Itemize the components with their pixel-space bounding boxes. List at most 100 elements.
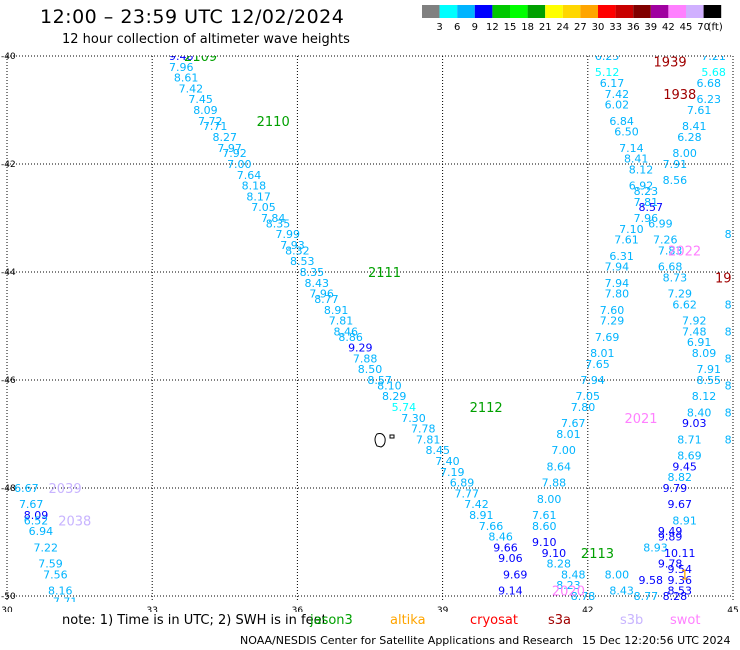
wave-height-label: 6.25 [595, 50, 620, 63]
wave-height-label: 7.94 [580, 374, 605, 387]
wave-height-label: 9.78 [658, 558, 683, 571]
wave-height-label: 7.81 [329, 315, 354, 328]
wave-height-label: 6.94 [29, 525, 54, 538]
wave-height-label: 7.21 [701, 50, 726, 63]
wave-height-label: 6.92 [629, 180, 654, 193]
wave-height-label: 8.53 [668, 585, 693, 598]
wave-height-label: 8 [725, 298, 732, 311]
wave-height-label: 6.84 [609, 115, 634, 128]
colorbar-tick-label: 15 [504, 22, 517, 33]
wave-height-label: 7.99 [275, 228, 300, 241]
colorbar-swatch [703, 5, 722, 18]
wave-height-label: 7.88 [353, 352, 378, 365]
wave-height-label: 8.45 [426, 444, 451, 457]
wave-height-label: 7.59 [38, 558, 63, 571]
wave-height-label: 8.50 [358, 363, 383, 376]
wave-height-label: 7.66 [479, 520, 504, 533]
wave-height-label: 7.67 [561, 417, 586, 430]
wave-height-label: 9.36 [668, 574, 693, 587]
wave-height-label: 7.72 [198, 115, 223, 128]
generated-timestamp: 15 Dec 12:20:56 UTC 2024 [582, 634, 731, 647]
wave-height-label: 9.67 [668, 498, 693, 511]
wave-height-label: 8.91 [324, 304, 349, 317]
track-id-label: 19 [715, 271, 732, 286]
wave-height-label: 8.10 [377, 379, 402, 392]
wave-height-label: 7.92 [222, 147, 247, 160]
wave-height-label: 6.31 [609, 250, 634, 263]
colorbar-swatch [474, 5, 493, 18]
x-tick-label: 45 [727, 606, 738, 612]
grid-lines [6, 55, 734, 600]
wave-height-label: 8.56 [663, 174, 688, 187]
wave-height-label: 9.49 [658, 525, 683, 538]
wave-height-label: 8.57 [638, 201, 663, 214]
colorbar-legend: 3 6 9 12 15 18 21 24 27 30 33 36 39 42 45 70(ft) [422, 5, 723, 33]
island-shape [374, 433, 386, 448]
x-tick-label: 42 [582, 606, 593, 612]
wave-height-label: 8.41 [682, 120, 707, 133]
wave-height-label: 5.12 [595, 66, 620, 79]
wave-height-label: 8.09 [692, 347, 717, 360]
wave-height-label: 8.28 [663, 590, 688, 603]
wave-height-label: 7.64 [237, 169, 262, 182]
wave-height-label: 6.91 [687, 336, 712, 349]
wave-height-label: 9.14 [498, 585, 523, 598]
wave-height-label: 8.16 [48, 585, 73, 598]
wave-height-label: 7.77 [455, 487, 480, 500]
colorbar-tick-label: 27 [574, 22, 587, 33]
wave-height-label: 7.92 [682, 315, 707, 328]
colorbar-swatch [650, 5, 669, 18]
wave-height-label: 10.11 [664, 547, 696, 560]
y-tick-label: -46 [1, 376, 16, 386]
track-id-label: 2020 [552, 585, 585, 600]
track-id-label: 2038 [58, 514, 91, 529]
track-id-label: 2111 [368, 266, 401, 281]
wave-height-label: 7.94 [605, 261, 630, 274]
mission-label-jason3: jason3 [310, 613, 353, 628]
wave-height-label: 7.22 [33, 541, 58, 554]
track-id-label: 2112 [470, 401, 503, 416]
colorbar-swatch [422, 5, 440, 18]
wave-height-label: 7.80 [571, 401, 596, 414]
wave-height-label: 9.10 [532, 536, 557, 549]
wave-height-label: 8.46 [334, 325, 359, 338]
x-tick-label: 36 [292, 606, 304, 612]
wave-height-label: 7.30 [401, 412, 426, 425]
wave-height-label: 8.12 [629, 163, 654, 176]
wave-height-label: 7.40 [435, 455, 460, 468]
wave-height-label: 8.27 [213, 131, 238, 144]
track-id-label: 1939 [654, 55, 687, 70]
colorbar-swatch [545, 5, 563, 18]
wave-height-label: 9.29 [348, 342, 373, 355]
track-id-label: 1 [680, 568, 688, 583]
wave-height-label: 5.68 [701, 66, 726, 79]
mission-label-cryosat: cryosat [470, 613, 518, 628]
mission-label-s3b: s3b [620, 613, 644, 628]
colorbar-tick-label: 42 [662, 22, 675, 33]
wave-height-label: 8.23 [634, 185, 659, 198]
wave-height-label: 9.58 [638, 574, 663, 587]
wave-height-label: 7.96 [634, 212, 659, 225]
wave-height-label: 8.77 [634, 590, 659, 603]
wave-height-label: 7.94 [605, 277, 630, 290]
track-id-label: 2039 [49, 482, 82, 497]
wave-height-label: 8.73 [663, 271, 688, 284]
wave-height-label: 7.56 [43, 568, 68, 581]
wave-height-label: 8.33 [668, 601, 693, 612]
colorbar-swatch [492, 5, 510, 18]
y-tick-label: -50 [1, 592, 16, 602]
colorbar-swatch [615, 5, 634, 18]
colorbar-tick-label: 70 [697, 22, 710, 33]
x-tick-label: 39 [437, 606, 449, 612]
colorbar-swatch [598, 5, 616, 18]
colorbar-swatch [457, 5, 475, 18]
wave-height-map: 30 33 36 39 42 45-50-48-46-44-42-40 9.487.968… [1, 50, 739, 612]
wave-height-label: 7.29 [600, 315, 625, 328]
wave-height-label: 8 [725, 352, 732, 365]
wave-height-label: 8.61 [174, 72, 199, 85]
wave-height-label: 8.77 [314, 293, 339, 306]
wave-height-label: 6.62 [672, 298, 697, 311]
page-subtitle: 12 hour collection of altimeter wave hei… [62, 32, 350, 47]
island-small-shape [389, 434, 395, 439]
colorbar-swatch [668, 5, 686, 18]
